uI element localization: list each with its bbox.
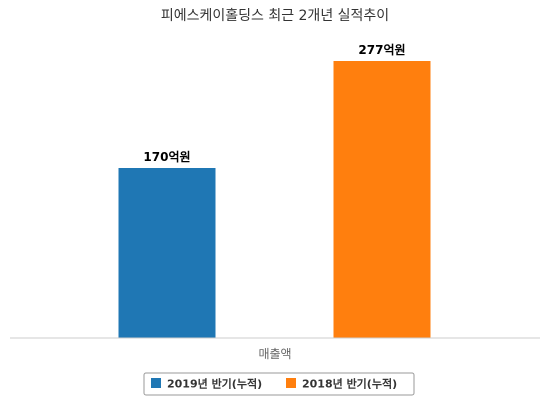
bars-group: 170억원 277억원 <box>118 43 431 338</box>
bar-2018 <box>333 61 431 338</box>
bar-value-label-2018: 277억원 <box>358 43 405 57</box>
legend-swatch-2018 <box>286 378 296 388</box>
legend: 2019년 반기(누적) 2018년 반기(누적) <box>143 372 415 396</box>
chart-title: 피에스케이홀딩스 최근 2개년 실적추이 <box>161 8 389 24</box>
bar-2019 <box>118 168 216 338</box>
legend-swatch-2019 <box>151 378 161 388</box>
x-category-label: 매출액 <box>258 347 291 361</box>
legend-box <box>143 372 415 396</box>
legend-label-2018: 2018년 반기(누적) <box>302 377 397 391</box>
bar-value-label-2019: 170억원 <box>143 150 190 164</box>
legend-label-2019: 2019년 반기(누적) <box>167 377 262 391</box>
